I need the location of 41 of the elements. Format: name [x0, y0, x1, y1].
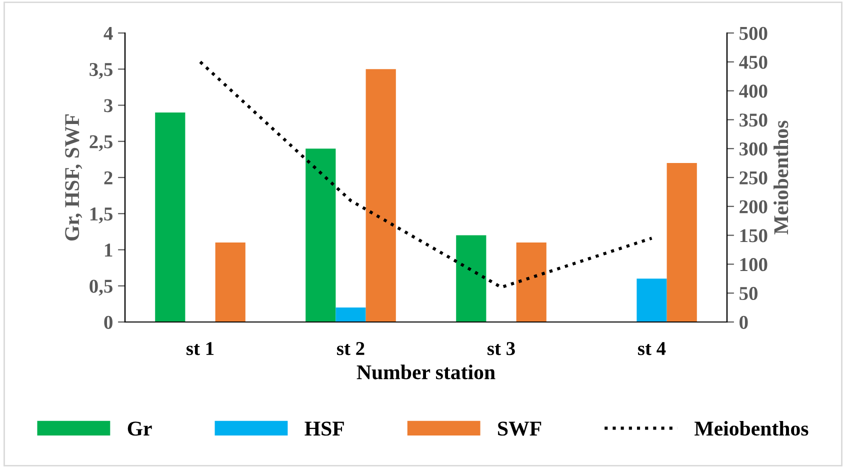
- y2-tick-label: 250: [740, 171, 768, 184]
- bar: [456, 235, 486, 322]
- y-axis-title: Gr, HSF, SWF: [65, 114, 82, 241]
- y2-tick-label: 400: [739, 84, 768, 98]
- y-tick-label: 3,5: [90, 62, 112, 79]
- bar: [155, 112, 186, 322]
- y2-tick-label: 300: [740, 142, 768, 156]
- y-tick-label: 3: [104, 99, 113, 112]
- y-tick-label: 1,5: [90, 208, 112, 224]
- bar: [215, 242, 246, 322]
- y-tick-label: 1: [105, 244, 112, 256]
- x-tick-label: st 4: [638, 342, 666, 356]
- y-tick-label: 4: [104, 26, 113, 40]
- legend-label: Gr: [128, 422, 152, 436]
- x-tick-label: st 3: [488, 342, 515, 356]
- line-series: [198, 60, 654, 289]
- bar: [666, 163, 697, 322]
- y2-tick-label: 350: [740, 114, 768, 127]
- y-tick-label: 2,5: [90, 135, 112, 152]
- x-tick-label: st 2: [337, 342, 364, 356]
- y2-tick-label: 200: [740, 200, 768, 214]
- y-tick-label: 2: [104, 171, 112, 184]
- bar: [366, 69, 396, 322]
- x-tick-label: st 1: [186, 342, 214, 356]
- y2-tick-label: 500: [740, 26, 768, 40]
- legend-label: SWF: [498, 422, 542, 436]
- y2-tick-label: 50: [740, 286, 758, 300]
- y2-axis-title: Meiobenthos: [774, 120, 788, 234]
- y-tick-label: 0,5: [90, 280, 112, 296]
- legend-label: HSF: [304, 422, 344, 436]
- y2-tick-label: 0: [740, 316, 748, 329]
- legend-label: Meiobenthos: [694, 420, 808, 436]
- bar: [516, 242, 546, 322]
- y2-tick-label: 450: [739, 56, 768, 69]
- bar: [636, 278, 667, 322]
- x-axis-title: Number station: [356, 364, 496, 380]
- bar: [306, 148, 336, 322]
- y2-tick-label: 100: [740, 258, 768, 272]
- bar: [336, 308, 366, 322]
- y2-tick-label: 150: [740, 229, 768, 242]
- y-tick-label: 0: [104, 316, 112, 329]
